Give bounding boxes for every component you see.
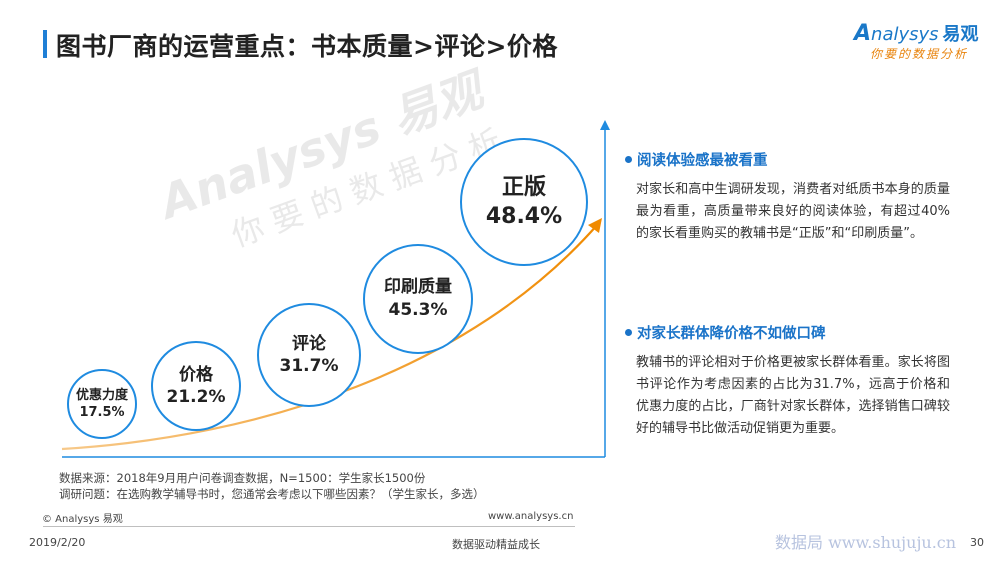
bubble-value: 31.7%	[279, 356, 339, 376]
trend-curve-arrow	[588, 218, 602, 233]
bullet-icon	[625, 328, 632, 336]
trend-curve	[61, 223, 599, 451]
y-axis-arrow	[600, 120, 610, 130]
question-line: 调研问题：在选购教学辅导书时，您通常会考虑以下哪些因素？（学生家长，多选）	[59, 487, 485, 501]
source-watermark: 数据局 www.shujuju.cn	[775, 533, 957, 552]
analysys-logo: Analysys 易观 你要的数据分析	[848, 18, 988, 68]
bubble-value: 48.4%	[485, 204, 563, 229]
bubble-label: 印刷质量	[384, 277, 452, 297]
page-title: 图书厂商的运营重点：书本质量>评论>价格	[56, 32, 558, 61]
insight-heading-text: 阅读体验感最被看重	[637, 153, 768, 169]
insight-heading: 对家长群体降价格不如做口碑	[625, 322, 950, 343]
data-source: 数据来源：2018年9月用户问卷调查数据，N=1500：学生家长1500份 调研…	[59, 470, 485, 502]
bubble-label: 评论	[292, 334, 326, 354]
bubble-label: 正版	[501, 175, 546, 200]
bubble-price: 价格 21.2%	[151, 341, 241, 431]
copyright: © Analysys 易观	[42, 514, 123, 525]
bullet-icon	[625, 155, 632, 163]
insight-heading: 阅读体验感最被看重	[625, 149, 950, 170]
logo-brand-cn: 易观	[942, 24, 979, 45]
page-number: 30	[970, 536, 984, 549]
insight-heading-text: 对家长群体降价格不如做口碑	[637, 326, 826, 342]
bubble-print-quality: 印刷质量 45.3%	[363, 244, 473, 354]
footer-slogan: 数据驱动精益成长	[452, 538, 540, 551]
title-accent-bar	[43, 30, 47, 58]
website-link[interactable]: www.analysys.cn	[488, 511, 574, 522]
logo-brand-en: nalysys	[871, 24, 939, 45]
logo-tagline: 你要的数据分析	[870, 47, 969, 61]
logo-mark: A	[854, 21, 872, 46]
insight-body: 对家长和高中生调研发现，消费者对纸质书本身的质量最为看重，高质量带来良好的阅读体…	[636, 182, 950, 241]
footer-divider	[43, 526, 575, 527]
bubble-value: 45.3%	[388, 300, 448, 320]
bubble-discount: 优惠力度 17.5%	[67, 369, 137, 439]
report-date: 2019/2/20	[29, 536, 86, 549]
bubble-label: 价格	[179, 365, 213, 385]
insight-word-of-mouth: 对家长群体降价格不如做口碑 教辅书的评论相对于价格更被家长群体看重。家长将图书评…	[625, 322, 950, 440]
bubble-genuine: 正版 48.4%	[460, 138, 588, 266]
logo-brand: Analysys 易观	[854, 20, 979, 46]
bubble-value: 17.5%	[79, 405, 125, 420]
bubble-label: 优惠力度	[75, 388, 128, 403]
bubble-value: 21.2%	[166, 387, 226, 407]
insight-reading-experience: 阅读体验感最被看重 对家长和高中生调研发现，消费者对纸质书本身的质量最为看重，高…	[625, 149, 950, 245]
insight-body: 教辅书的评论相对于价格更被家长群体看重。家长将图书评论作为考虑因素的占比为31.…	[636, 355, 950, 436]
source-line: 数据来源：2018年9月用户问卷调查数据，N=1500：学生家长1500份	[59, 471, 426, 485]
bubble-review: 评论 31.7%	[257, 303, 361, 407]
